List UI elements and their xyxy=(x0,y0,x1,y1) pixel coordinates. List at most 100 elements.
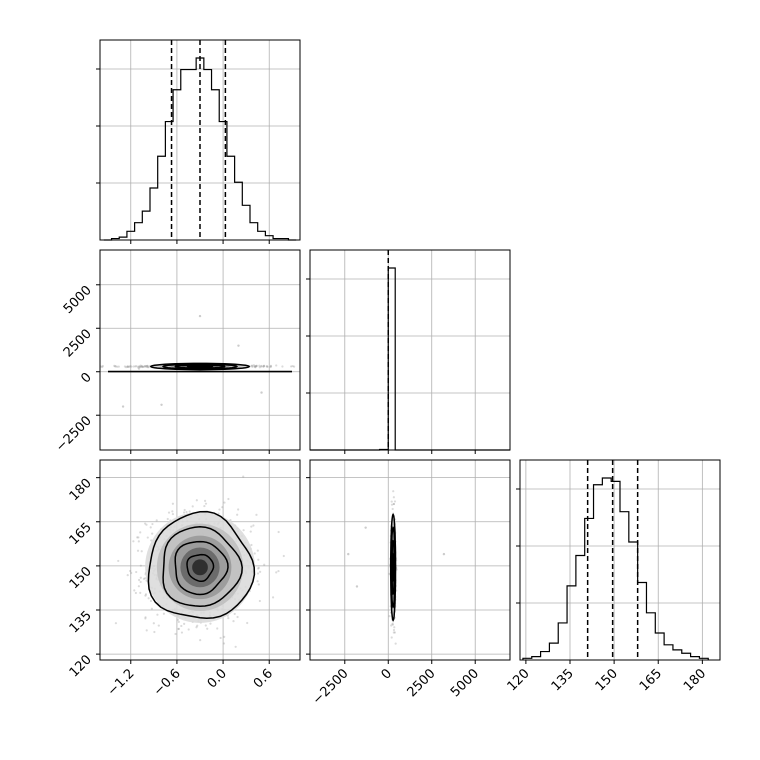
scatter-point xyxy=(246,621,249,625)
scatter-point xyxy=(232,619,235,623)
marginal-panel-0 xyxy=(96,39,301,244)
scatter-point xyxy=(203,504,206,508)
scatter-point xyxy=(256,572,260,575)
scatter-point xyxy=(255,365,258,368)
scatter-point xyxy=(137,585,140,588)
scatter-point xyxy=(217,512,220,515)
scatter-point xyxy=(143,522,147,525)
scatter-point xyxy=(142,365,145,369)
contour-line xyxy=(149,362,251,371)
y-tick-label: 120 xyxy=(67,652,95,680)
scatter-point xyxy=(291,364,294,368)
scatter-point xyxy=(128,365,131,368)
scatter-point xyxy=(133,589,136,592)
panel-frame xyxy=(99,249,301,451)
scatter-point xyxy=(262,365,265,368)
x-tick-label: 120 xyxy=(505,666,533,694)
scatter-point xyxy=(282,554,285,558)
scatter-point xyxy=(138,365,141,368)
scatter-point xyxy=(259,570,262,573)
scatter-point xyxy=(266,365,269,368)
y-tick-label: −2500 xyxy=(53,413,95,455)
scatter-point xyxy=(253,365,256,368)
y-tick-label: 150 xyxy=(67,564,95,592)
scatter-point xyxy=(115,365,119,368)
scatter-point xyxy=(254,365,257,368)
scatter-point xyxy=(392,490,395,493)
scatter-point xyxy=(390,500,393,503)
y-tick-label: 135 xyxy=(67,608,95,636)
scatter-point xyxy=(209,622,212,625)
scatter-point xyxy=(258,599,261,603)
scatter-point xyxy=(195,626,198,629)
x-tick-label: 180 xyxy=(681,666,709,694)
scatter-point xyxy=(150,607,153,610)
scatter-point xyxy=(236,513,239,516)
scatter-point xyxy=(135,570,138,574)
scatter-point xyxy=(144,594,147,597)
scatter-point xyxy=(146,364,149,368)
scatter-point xyxy=(174,632,177,636)
scatter-point xyxy=(135,365,138,368)
scatter-point xyxy=(146,364,149,367)
joint-panel-0-2: −1.2 −0.6 0.0 0.6 120 135 150 165 180 xyxy=(67,459,301,699)
scatter-point xyxy=(166,517,169,521)
scatter-point xyxy=(271,596,275,599)
scatter-point xyxy=(233,612,236,616)
scatter-point xyxy=(204,624,207,627)
scatter-point xyxy=(391,622,394,625)
scatter-point xyxy=(101,364,104,368)
scatter-point xyxy=(229,518,232,522)
scatter-point xyxy=(137,536,140,539)
scatter-point xyxy=(277,569,280,573)
scatter-point xyxy=(195,499,198,502)
x-tick-label: −2500 xyxy=(310,666,352,708)
scatter-point xyxy=(137,366,140,369)
scatter-point xyxy=(177,627,180,630)
scatter-point xyxy=(101,365,104,369)
scatter-point xyxy=(391,507,394,511)
scatter-point xyxy=(126,365,130,368)
scatter-point xyxy=(145,629,148,632)
scatter-point xyxy=(145,365,148,369)
scatter-point xyxy=(250,543,253,547)
scatter-point xyxy=(227,617,230,620)
scatter-point xyxy=(162,612,166,615)
panel-content xyxy=(114,475,285,648)
panel-content xyxy=(347,490,446,645)
scatter-point xyxy=(256,580,259,583)
scatter-point xyxy=(183,622,186,625)
scatter-point xyxy=(126,574,129,577)
scatter-point xyxy=(126,365,129,368)
scatter-point xyxy=(253,365,257,368)
scatter-point xyxy=(144,577,147,580)
contour-line xyxy=(186,553,215,583)
scatter-point xyxy=(40,365,42,367)
scatter-point xyxy=(187,628,190,631)
scatter-point xyxy=(237,508,240,511)
scatter-point xyxy=(393,626,396,629)
scatter-point xyxy=(355,585,359,588)
scatter-point xyxy=(262,364,266,367)
scatter-point xyxy=(252,364,255,367)
x-tick-label: 165 xyxy=(637,666,665,694)
scatter-point xyxy=(151,522,154,526)
scatter-point xyxy=(219,636,222,640)
x-tick-label: −1.2 xyxy=(105,666,138,699)
scatter-point xyxy=(143,365,146,368)
scatter-point xyxy=(113,364,116,367)
scatter-point xyxy=(182,511,186,514)
panel-frame xyxy=(519,459,721,661)
x-tick-label: 0.0 xyxy=(205,666,230,691)
scatter-point xyxy=(141,365,144,369)
scatter-point xyxy=(144,593,148,596)
scatter-point xyxy=(258,366,261,369)
scatter-point xyxy=(130,571,133,575)
scatter-point xyxy=(277,530,280,534)
scatter-point xyxy=(137,540,140,543)
panel-frame xyxy=(309,249,511,451)
scatter-point xyxy=(146,536,149,539)
scatter-point xyxy=(251,365,254,369)
scatter-point xyxy=(257,566,260,569)
